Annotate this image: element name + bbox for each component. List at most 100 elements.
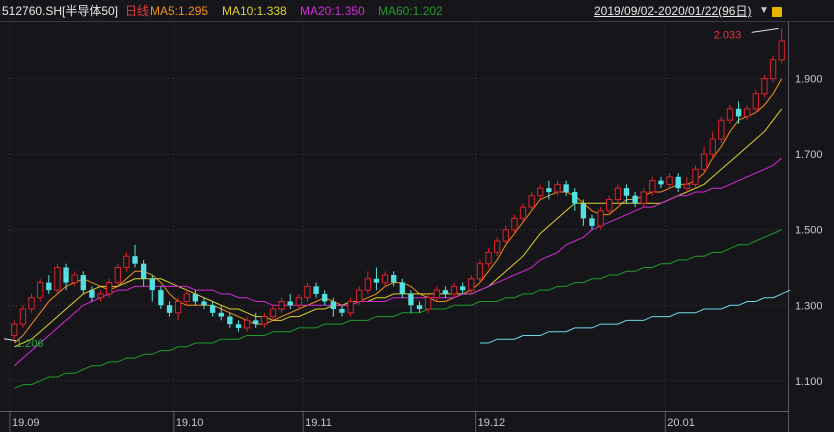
candle-body-down	[339, 309, 345, 313]
stock-name: [半导体50]	[62, 4, 119, 18]
candle-body-up	[683, 183, 691, 189]
candle-body-down	[209, 305, 216, 313]
candle-body-down	[227, 316, 233, 325]
candle-body-down	[322, 293, 328, 302]
candle-body-up	[718, 119, 725, 140]
candle-body-down	[235, 324, 242, 328]
candle-body-down	[132, 256, 138, 264]
candle-body-up	[709, 138, 716, 155]
candle-body-up	[597, 210, 604, 227]
candle-body-down	[140, 263, 147, 279]
candle-body-up	[105, 282, 113, 295]
candle-body-up	[752, 93, 759, 110]
candle-body-down	[192, 293, 199, 302]
candle-body-up	[123, 255, 130, 268]
candle-body-up	[502, 229, 509, 242]
y-tick-label: 1.500	[795, 225, 823, 237]
candle-body-up	[347, 300, 354, 314]
candle-body-up	[744, 108, 751, 117]
candle-body-up	[381, 274, 389, 284]
candle-body-down	[416, 305, 423, 310]
candle-body-down	[632, 195, 638, 204]
candle-body-down	[89, 290, 95, 298]
x-tick-label: 19.10	[176, 417, 204, 429]
candle-body-up	[71, 274, 78, 284]
candle-body-up	[485, 251, 492, 265]
candle-body-up	[269, 308, 277, 318]
candle-body-up	[511, 217, 518, 231]
candle-body-up	[537, 187, 544, 197]
dropdown-icon[interactable]: ▼	[759, 5, 769, 16]
candle-body-down	[46, 282, 52, 291]
candle-body-down	[580, 203, 587, 219]
candle-body-down	[287, 301, 293, 306]
candle-body-up	[519, 206, 527, 219]
candle-body-up	[778, 40, 785, 61]
candle-body-down	[572, 191, 578, 204]
ma60-line	[14, 229, 782, 389]
x-tick-label: 20.01	[667, 417, 695, 429]
candle-body-down	[658, 180, 664, 185]
period-label[interactable]: 日线	[125, 4, 150, 18]
y-tick-label: 1.100	[795, 376, 823, 388]
ma10-label: MA10:1.338	[222, 4, 287, 18]
candle-body-up	[364, 278, 371, 291]
candle-body-up	[476, 263, 484, 280]
lock-icon[interactable]	[772, 7, 782, 17]
candle-body-up	[243, 319, 251, 329]
candle-body-down	[149, 278, 155, 291]
candle-body-down	[563, 184, 569, 192]
candle-body-up	[761, 78, 768, 95]
candle-body-down	[201, 301, 207, 306]
low-arrow	[3, 338, 17, 342]
candle-body-up	[54, 266, 61, 291]
candle-body-up	[700, 153, 708, 170]
candle-body-down	[546, 188, 552, 192]
candle-body-up	[692, 168, 699, 185]
candle-body-down	[313, 286, 319, 294]
candle-body-up	[528, 195, 535, 208]
candle-body-up	[468, 278, 475, 291]
candle-body-up	[37, 282, 44, 299]
candle-body-up	[114, 266, 121, 284]
candle-body-down	[63, 267, 69, 283]
candle-body-up	[450, 285, 458, 295]
ma60-label: MA60:1.202	[378, 4, 443, 18]
candle-body-up	[606, 199, 613, 212]
candle-body-up	[640, 191, 647, 204]
candle-body-up	[304, 285, 311, 299]
low-price-label: 1.206	[16, 338, 44, 350]
candle-body-down	[623, 188, 630, 196]
candle-body-up	[174, 300, 182, 314]
candle-body-down	[589, 218, 595, 226]
candle-body-down	[373, 278, 380, 283]
candle-body-up	[554, 183, 561, 193]
candle-body-up	[261, 316, 268, 325]
high-price-label: 2.033	[714, 29, 742, 41]
candle-body-up	[666, 176, 673, 185]
candle-body-down	[459, 286, 466, 291]
candle-body-up	[769, 59, 777, 80]
candle-body-down	[80, 275, 86, 291]
candle-body-down	[253, 320, 259, 325]
date-range[interactable]: 2019/09/02-2020/01/22(96日)	[594, 4, 752, 18]
candle-body-up	[97, 293, 104, 299]
ma20-line	[13, 157, 783, 367]
x-tick-label: 19.11	[305, 417, 332, 429]
ma20-label: MA20:1.350	[300, 4, 365, 18]
candle-body-up	[183, 293, 190, 302]
candle-body-down	[166, 305, 173, 313]
candle-body-up	[295, 297, 303, 306]
stock-code: 512760.SH	[2, 4, 63, 18]
candle-body-up	[28, 297, 35, 310]
x-tick-label: 19.09	[12, 417, 40, 429]
candle-body-down	[330, 301, 337, 310]
x-tick-label: 19.12	[478, 417, 506, 429]
candle-body-up	[278, 300, 285, 310]
high-arrow	[751, 27, 779, 33]
candle-body-down	[158, 290, 164, 306]
candle-body-up	[433, 289, 440, 299]
